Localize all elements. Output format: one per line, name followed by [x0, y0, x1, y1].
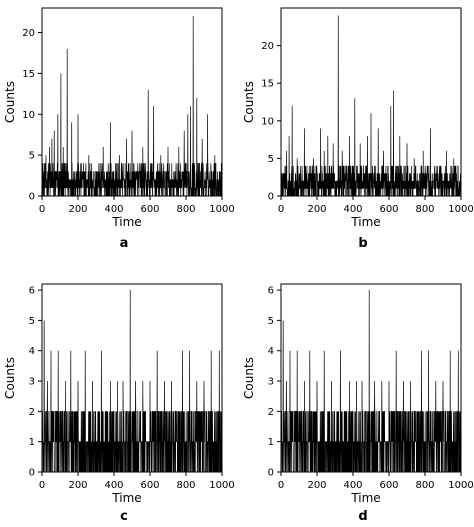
panel-d: 0 200 400 600 800 1000 0 1 2 3 4 5 6 Time Counts d — [242, 283, 474, 524]
x-tick-label: 400 — [104, 480, 123, 491]
y-tick-label: 4 — [29, 346, 35, 357]
y-axis-label: Counts — [3, 357, 17, 399]
y-tick-label: 0 — [268, 192, 274, 203]
y-tick-label: 0 — [268, 468, 274, 479]
panel-letter: c — [120, 509, 128, 524]
panel-a: 0 200 400 600 800 1000 0 5 10 15 20 Time Counts a — [3, 7, 235, 251]
panel-c: 0 200 400 600 800 1000 0 1 2 3 4 5 6 Time Counts c — [3, 283, 235, 524]
plot-frame — [280, 7, 462, 197]
y-tick-label: 4 — [268, 346, 274, 357]
y-axis-label: Counts — [3, 81, 17, 123]
x-axis-label: Time — [350, 215, 380, 229]
y-tick-label: 0 — [29, 468, 35, 479]
x-tick-label: 200 — [307, 204, 326, 215]
x-tick-label: 200 — [68, 480, 87, 491]
x-tick-label: 1000 — [448, 480, 473, 491]
y-tick-label: 5 — [29, 316, 35, 327]
y-tick-label: 5 — [268, 154, 274, 165]
y-tick-label: 15 — [261, 79, 274, 90]
x-tick-label: 400 — [104, 204, 123, 215]
y-tick-label: 1 — [29, 437, 35, 448]
panel-letter: a — [120, 236, 129, 251]
y-axis-label: Counts — [242, 81, 256, 123]
y-tick-label: 6 — [29, 286, 35, 297]
y-axis-label: Counts — [242, 357, 256, 399]
y-tick-label: 2 — [29, 407, 35, 418]
x-axis-label: Time — [111, 491, 141, 505]
x-tick-label: 0 — [278, 480, 284, 491]
y-tick-label: 5 — [268, 316, 274, 327]
x-tick-label: 0 — [39, 480, 45, 491]
panel-letter: d — [358, 509, 367, 524]
x-tick-label: 200 — [68, 204, 87, 215]
y-tick-label: 0 — [29, 192, 35, 203]
x-axis-label: Time — [111, 215, 141, 229]
y-tick-label: 10 — [22, 110, 35, 121]
plot-frame — [41, 7, 223, 197]
y-tick-label: 6 — [268, 286, 274, 297]
x-tick-label: 600 — [140, 480, 159, 491]
x-tick-label: 800 — [415, 204, 434, 215]
y-tick-label: 20 — [261, 41, 274, 52]
y-tick-label: 20 — [22, 28, 35, 39]
x-tick-label: 0 — [278, 204, 284, 215]
data-series-line — [280, 15, 462, 197]
panel-letter: b — [358, 236, 367, 251]
data-series-line — [41, 290, 222, 473]
x-axis-label: Time — [350, 491, 380, 505]
y-tick-label: 5 — [29, 151, 35, 162]
y-tick-label: 15 — [22, 69, 35, 80]
x-tick-label: 200 — [307, 480, 326, 491]
data-series-line — [41, 16, 223, 197]
x-tick-label: 800 — [176, 480, 195, 491]
x-tick-label: 600 — [379, 204, 398, 215]
plot-frame — [280, 283, 462, 473]
x-tick-label: 400 — [343, 480, 362, 491]
x-tick-label: 400 — [343, 204, 362, 215]
x-tick-label: 1000 — [209, 204, 234, 215]
x-tick-label: 800 — [415, 480, 434, 491]
panel-b: 0 200 400 600 800 1000 0 5 10 15 20 Time Counts b — [242, 7, 474, 251]
y-tick-label: 1 — [268, 437, 274, 448]
x-tick-label: 600 — [140, 204, 159, 215]
x-tick-label: 1000 — [209, 480, 234, 491]
x-tick-label: 600 — [379, 480, 398, 491]
plot-frame — [41, 283, 223, 473]
y-tick-label: 2 — [268, 407, 274, 418]
x-tick-label: 0 — [39, 204, 45, 215]
x-tick-label: 800 — [176, 204, 195, 215]
y-tick-label: 3 — [29, 377, 35, 388]
data-series-line — [280, 290, 461, 473]
y-tick-label: 3 — [268, 377, 274, 388]
y-tick-label: 10 — [261, 116, 274, 127]
x-tick-label: 1000 — [448, 204, 473, 215]
